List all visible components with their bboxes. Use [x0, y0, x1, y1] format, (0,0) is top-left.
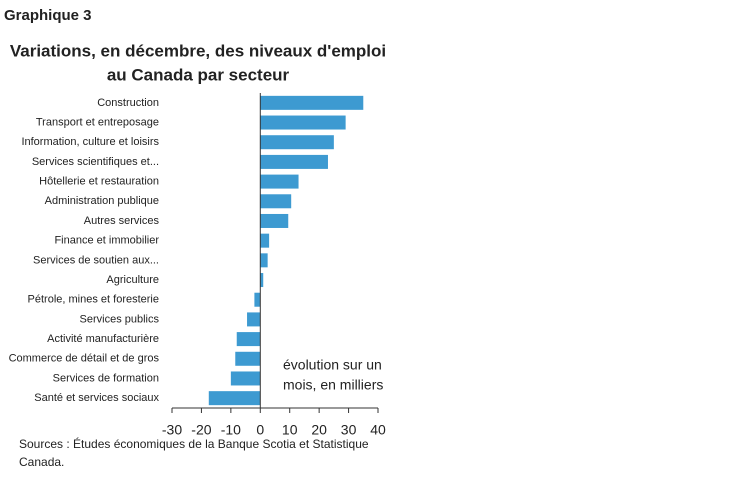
bar — [260, 115, 346, 130]
bar — [230, 371, 261, 386]
y-tick-label: Information, culture et loisirs — [21, 136, 159, 148]
chart-title: Variations, en décembre, des niveaux d'e… — [10, 41, 386, 60]
bar — [260, 154, 328, 169]
y-tick-label: Services publics — [80, 313, 160, 325]
bar — [260, 273, 264, 288]
source: Sources : Études économiques de la Banqu… — [19, 436, 369, 451]
x-tick-label: 40 — [370, 422, 386, 438]
y-tick-label: Santé et services sociaux — [34, 392, 159, 404]
y-tick-label: Construction — [97, 97, 159, 109]
bar — [235, 351, 261, 366]
x-tick-label: -10 — [221, 422, 241, 438]
bar — [260, 253, 268, 268]
bar — [260, 135, 334, 150]
y-tick-label: Administration publique — [45, 195, 159, 207]
y-tick-label: Commerce de détail et de gros — [9, 353, 160, 365]
y-tick-label: Services de soutien aux... — [33, 254, 159, 266]
bar — [260, 174, 299, 189]
chart-title: au Canada par secteur — [107, 65, 290, 84]
y-tick-label: Activité manufacturière — [47, 333, 159, 345]
y-tick-label: Transport et entreposage — [36, 116, 159, 128]
bar — [208, 391, 261, 406]
chart-label: Graphique 3 — [4, 7, 92, 24]
x-tick-label: 20 — [311, 422, 327, 438]
bar — [254, 292, 261, 307]
x-tick-label: 10 — [282, 422, 298, 438]
bar — [260, 213, 289, 228]
source: Canada. — [19, 455, 64, 469]
y-tick-label: Pétrole, mines et foresterie — [28, 294, 159, 306]
bar — [260, 95, 364, 110]
y-tick-label: Autres services — [84, 215, 160, 227]
bar — [236, 332, 261, 347]
y-tick-label: Services de formation — [53, 372, 159, 384]
x-tick-label: 0 — [256, 422, 264, 438]
annotation: mois, en milliers — [283, 377, 383, 393]
bar — [260, 233, 270, 248]
x-tick-label: -20 — [191, 422, 211, 438]
y-tick-label: Services scientifiques et... — [32, 156, 159, 168]
y-tick-label: Agriculture — [106, 274, 159, 286]
annotation: évolution sur un — [283, 357, 382, 373]
bar — [260, 194, 292, 209]
x-tick-label: -30 — [162, 422, 182, 438]
y-tick-label: Finance et immobilier — [54, 235, 159, 247]
y-tick-label: Hôtellerie et restauration — [39, 176, 159, 188]
bar — [247, 312, 261, 327]
x-tick-label: 30 — [341, 422, 357, 438]
